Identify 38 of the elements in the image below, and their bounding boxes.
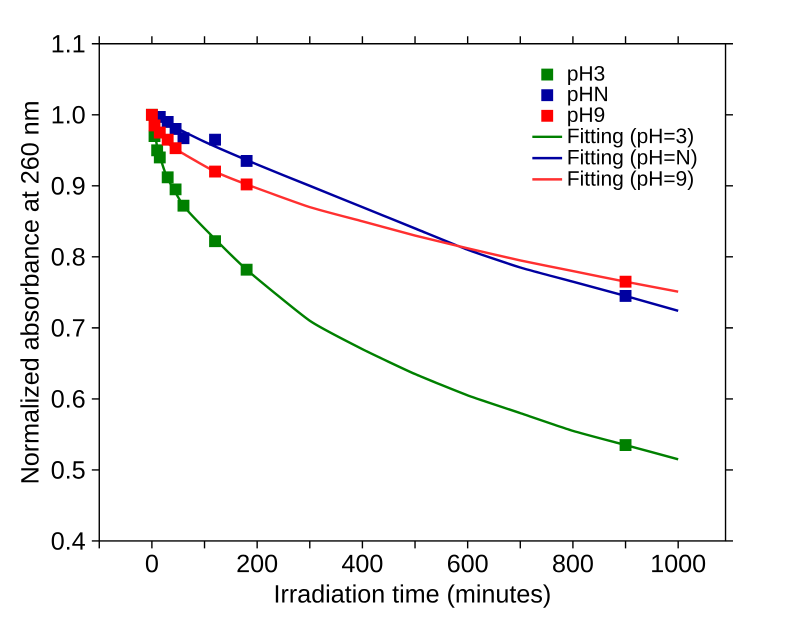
point: [154, 152, 166, 164]
point: [209, 235, 221, 248]
point: [240, 178, 253, 190]
x-tick-label: 600: [448, 554, 488, 572]
point: [178, 200, 190, 212]
point: [620, 290, 632, 302]
point: [170, 184, 182, 196]
legend-label: Fitting (pH=9): [568, 170, 693, 190]
x-tick-label: 200: [237, 554, 278, 572]
legend-label: pH3: [568, 66, 604, 86]
y-tick-label: 0.7: [52, 319, 84, 337]
point: [178, 132, 190, 144]
x-tick-label: 400: [342, 554, 382, 572]
x-tick-label: 800: [553, 554, 593, 572]
point: [240, 155, 253, 167]
point: [620, 276, 632, 288]
y-tick-label: 1.0: [52, 106, 85, 124]
point: [162, 171, 174, 184]
legend-label: pHN: [568, 86, 607, 106]
y-tick-label: 0.6: [52, 390, 85, 408]
y-tick-label: 0.9: [52, 177, 84, 195]
legend-label: Fitting (pH=N): [568, 149, 696, 169]
y-tick-label: 0.4: [52, 532, 85, 550]
x-tick-label: 0: [146, 554, 158, 572]
point: [240, 264, 253, 276]
point: [620, 439, 632, 452]
y-tick-label: 0.8: [52, 248, 85, 266]
x-axis-title: Irradiation time (minutes): [276, 584, 550, 608]
y-axis-title: Normalized absorbance at 260 nm: [20, 102, 39, 482]
legend-label: pH9: [568, 107, 604, 126]
legend-label: Fitting (pH=3): [568, 128, 693, 148]
y-tick-label: 0.5: [52, 461, 85, 479]
point: [170, 123, 182, 135]
x-tick-label: 1000: [652, 554, 706, 572]
point: [209, 166, 221, 178]
point: [170, 142, 182, 154]
y-tick-label: 1.1: [52, 35, 84, 52]
point: [209, 134, 221, 146]
